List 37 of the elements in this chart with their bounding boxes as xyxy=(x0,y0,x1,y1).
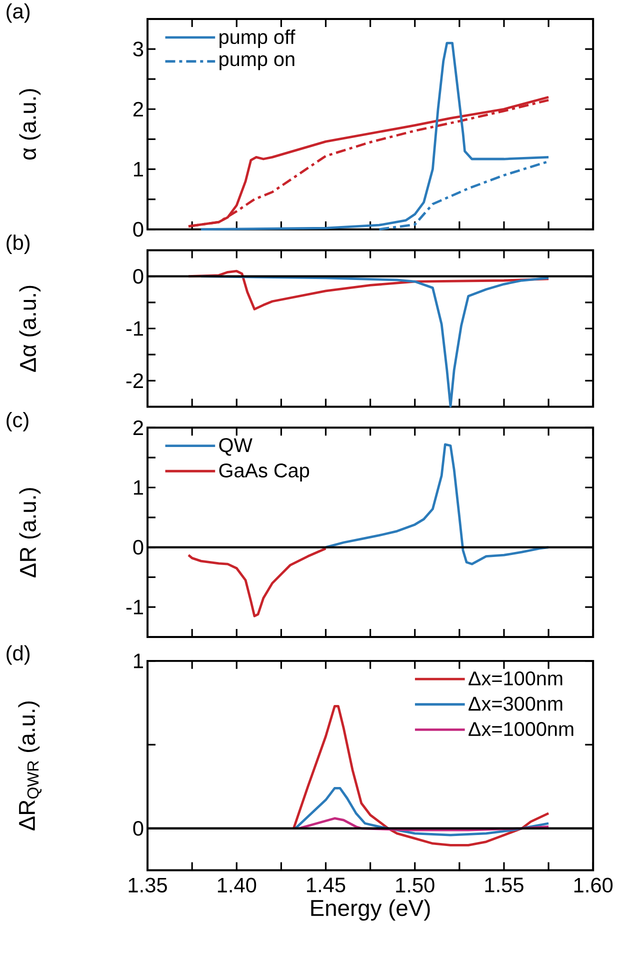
x-tick-label: 1.55 xyxy=(485,878,524,892)
x-axis-title: Energy (eV) xyxy=(311,899,430,921)
y-tick-label: 0 xyxy=(133,540,144,555)
legend-label: Δx=100nm xyxy=(468,671,562,686)
legend-label: Δx=300nm xyxy=(468,696,562,711)
legend-label: pump off xyxy=(220,29,296,48)
line-series xyxy=(298,817,550,832)
x-tick-label: 1.45 xyxy=(307,878,346,892)
x-tick-label: 1.60 xyxy=(574,878,613,893)
y-tick-label: 2 xyxy=(133,102,143,116)
y-axis-title: Δα (a.u.) xyxy=(19,286,41,372)
y-axis-title: ΔR$_{QWR}$ (a.u.) xyxy=(18,702,42,830)
y-tick-label: -1 xyxy=(126,600,143,614)
chart-title: (a) xyxy=(6,3,30,23)
y-axis-title: ΔR (a.u.) xyxy=(19,488,41,578)
y-tick-label: 3 xyxy=(133,42,144,56)
y-tick-label: 1 xyxy=(134,654,143,668)
y-tick-label: 0 xyxy=(133,222,144,237)
legend-label: GaAs Cap xyxy=(219,463,310,482)
y-tick-label: 1 xyxy=(134,480,143,495)
chart-title: (c) xyxy=(6,412,28,432)
chart-title: (d) xyxy=(6,645,30,665)
y-axis-title: α (a.u.) xyxy=(19,89,41,160)
line-series xyxy=(187,547,327,618)
y-tick-label: -1 xyxy=(126,321,143,336)
x-tick-label: 1.40 xyxy=(218,878,256,893)
y-tick-label: 0 xyxy=(133,268,144,284)
y-tick-label: -2 xyxy=(126,373,143,388)
y-tick-label: 0 xyxy=(133,821,144,836)
chart-title: (b) xyxy=(6,234,30,254)
x-tick-label: 1.50 xyxy=(396,878,434,893)
legend-label: Δx=1000nm xyxy=(468,722,574,736)
x-tick-label: 1.35 xyxy=(128,878,167,893)
legend-label: QW xyxy=(219,438,252,456)
legend-label: pump on xyxy=(220,55,294,70)
y-tick-label: 2 xyxy=(133,420,143,435)
y-tick-label: 1 xyxy=(134,162,143,176)
